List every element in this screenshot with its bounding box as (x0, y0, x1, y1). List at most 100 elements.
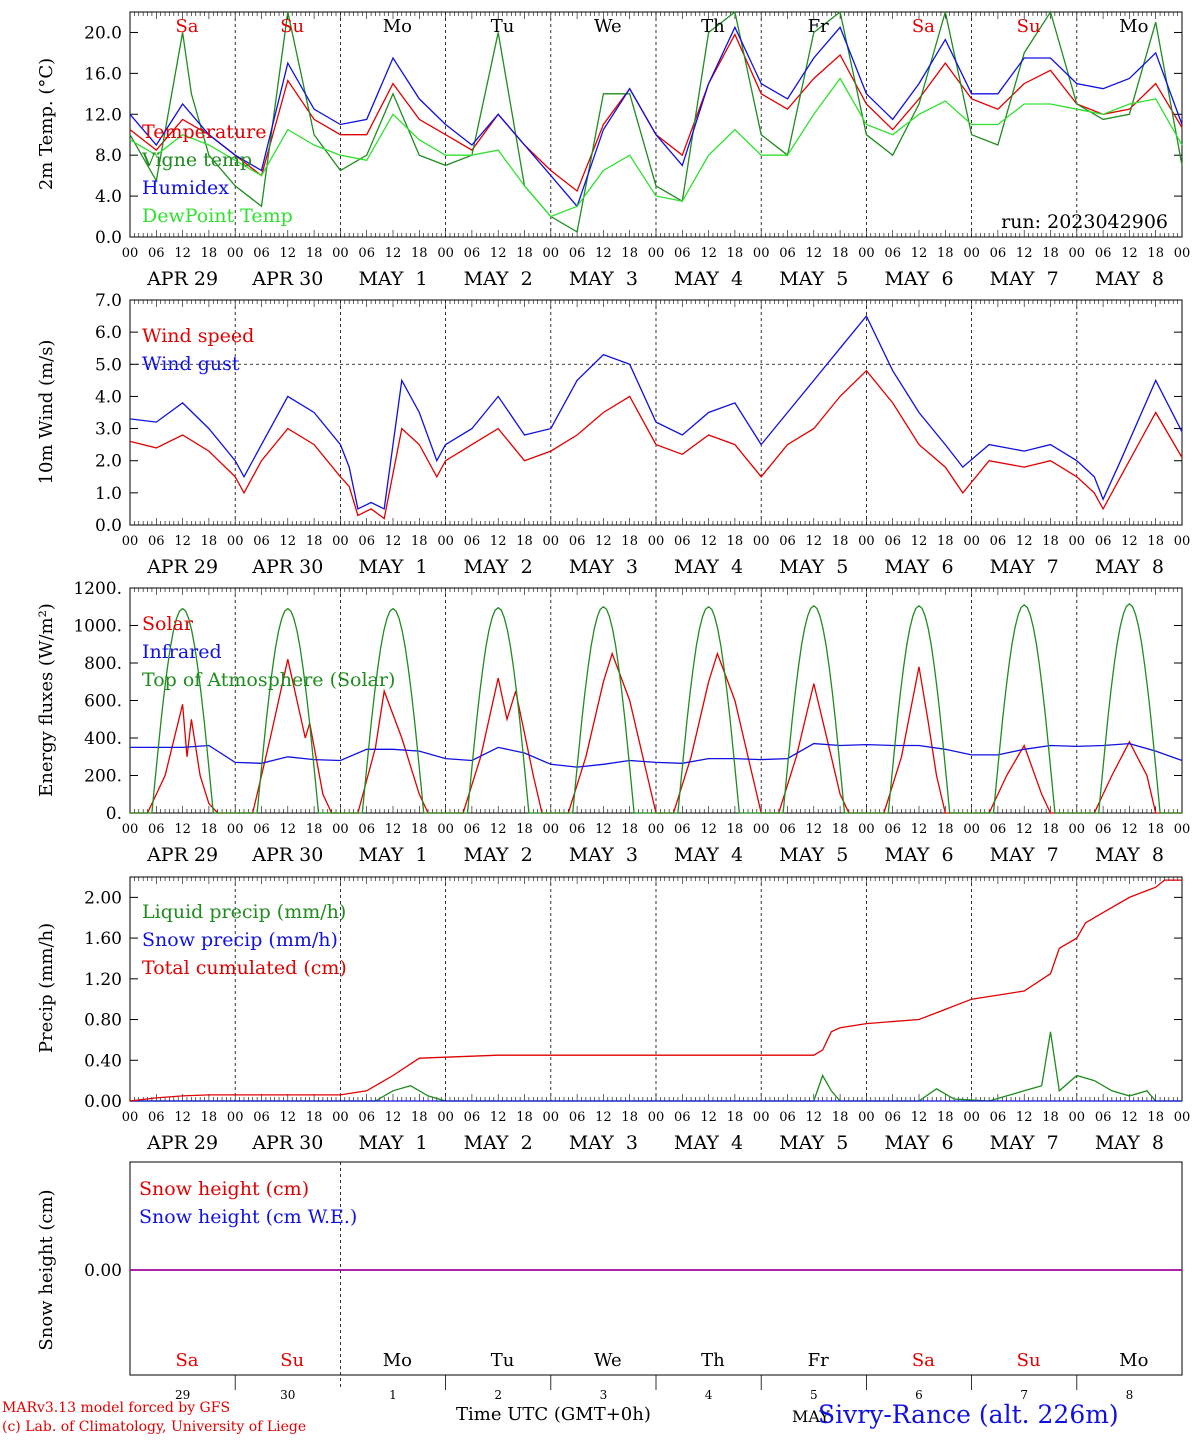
hour-tick-label: 18 (201, 822, 218, 837)
y-tick-label: 3.0 (95, 420, 122, 440)
hour-tick-label: 06 (253, 246, 270, 261)
hour-tick-label: 12 (280, 246, 297, 261)
hour-tick-label: 06 (1095, 822, 1112, 837)
weekday-label: Su (280, 16, 304, 37)
hour-tick-label: 12 (490, 822, 507, 837)
hour-tick-label: 06 (674, 1110, 691, 1125)
hour-tick-label: 18 (621, 246, 638, 261)
hour-tick-label: 06 (148, 822, 165, 837)
hour-tick-label: 00 (543, 534, 560, 549)
hour-tick-label: 06 (779, 822, 796, 837)
hour-tick-label: 06 (884, 1110, 901, 1125)
hour-tick-label: 00 (963, 246, 980, 261)
hour-tick-label: 00 (227, 534, 244, 549)
hour-tick-label: 12 (595, 822, 612, 837)
series-line-total-cumulated-cm- (129, 879, 1182, 1102)
y-axis: 0.0 4.0 8.0 12.0 16.0 20.0 (84, 23, 1182, 248)
hour-tick-label: 06 (253, 534, 270, 549)
date-label: MAY 3 (569, 1132, 638, 1154)
weekday-label: Fr (808, 1350, 829, 1371)
date-label: MAY 4 (674, 556, 743, 578)
y-tick-label: 4.0 (95, 187, 122, 207)
series-line-dewpoint-temp (129, 77, 1183, 218)
date-label: APR 30 (251, 268, 323, 290)
hour-tick-label: 12 (1016, 822, 1033, 837)
hour-tick-label: 12 (385, 534, 402, 549)
weekday-label: Sa (912, 1350, 935, 1371)
hour-tick-label: 12 (174, 246, 191, 261)
hour-tick-label: 06 (464, 1110, 481, 1125)
day-number: 4 (705, 1388, 713, 1402)
y-axis: 0.0 1.0 2.0 3.0 4.0 5.0 6.0 7.0 (95, 291, 1182, 536)
hour-tick-label: 12 (911, 246, 928, 261)
hour-tick-label: 12 (174, 1110, 191, 1125)
weekday-label: We (594, 1350, 622, 1371)
hour-tick-label: 18 (1042, 534, 1059, 549)
hour-tick-label: 12 (1121, 1110, 1138, 1125)
hour-tick-label: 18 (411, 534, 428, 549)
hour-tick-label: 18 (727, 534, 744, 549)
hour-tick-label: 12 (806, 822, 823, 837)
weekday-label: We (594, 16, 622, 37)
hour-tick-label: 06 (148, 246, 165, 261)
date-label: APR 29 (146, 1132, 218, 1154)
hour-tick-label: 06 (569, 534, 586, 549)
panel-1: 0.0 4.0 8.0 12.0 16.0 20.0 2m Temp. (°C) Temper… (36, 10, 1191, 290)
legend-entry: Vigne temp (141, 149, 252, 171)
hour-tick-label: 00 (753, 1110, 770, 1125)
hour-tick-label: 18 (621, 534, 638, 549)
date-label: MAY 7 (990, 1132, 1059, 1154)
hour-tick-label: 18 (937, 534, 954, 549)
day-number: 3 (600, 1388, 608, 1402)
y-tick-label: 20.0 (84, 23, 122, 43)
hour-tick-label: 12 (700, 534, 717, 549)
hour-tick-label: 00 (648, 246, 665, 261)
hour-tick-label: 06 (1095, 246, 1112, 261)
date-labels: APR 29 APR 30 MAY 1 MAY 2 MAY 3 MAY 4 MAY 5 MAY… (146, 1132, 1164, 1154)
hour-tick-label: 12 (280, 534, 297, 549)
date-label: APR 29 (146, 556, 218, 578)
hour-tick-label: 12 (595, 1110, 612, 1125)
hour-tick-label: 18 (727, 1110, 744, 1125)
credit-line-1: MARv3.13 model forced by GFS (2, 1400, 231, 1416)
hour-tick-label: 06 (253, 822, 270, 837)
date-label: APR 30 (251, 844, 323, 866)
date-label: MAY 7 (990, 556, 1059, 578)
hour-labels: 00 06 12 18 00 06 12 18 00 06 12 18 00 06 12 18 00 06 12 18… (122, 246, 1191, 261)
hour-tick-label: 18 (621, 822, 638, 837)
hour-tick-label: 00 (858, 534, 875, 549)
y-tick-label: 5.0 (95, 355, 122, 375)
hour-tick-label: 18 (1042, 822, 1059, 837)
hour-tick-label: 00 (858, 822, 875, 837)
y-tick-label: 600. (84, 692, 122, 712)
hour-tick-label: 00 (227, 822, 244, 837)
hour-tick-label: 12 (1121, 534, 1138, 549)
hour-tick-label: 06 (358, 1110, 375, 1125)
hour-tick-label: 00 (437, 246, 454, 261)
hour-tick-label: 12 (385, 246, 402, 261)
hour-tick-label: 18 (201, 1110, 218, 1125)
hour-tick-label: 12 (700, 822, 717, 837)
weekday-label: Mo (1119, 1350, 1148, 1371)
hour-tick-label: 18 (1147, 534, 1164, 549)
hour-tick-label: 12 (806, 1110, 823, 1125)
hour-tick-label: 00 (1174, 534, 1191, 549)
y-tick-label: 200. (84, 767, 122, 787)
y-tick-label: 0.80 (84, 1011, 122, 1031)
hour-tick-label: 00 (122, 822, 139, 837)
hour-tick-label: 00 (753, 534, 770, 549)
hour-tick-label: 12 (490, 534, 507, 549)
hour-tick-label: 12 (1121, 246, 1138, 261)
hour-tick-label: 18 (621, 1110, 638, 1125)
series-group (129, 10, 1183, 233)
hour-tick-label: 06 (358, 534, 375, 549)
hour-tick-label: 00 (332, 534, 349, 549)
day-number: 7 (1020, 1388, 1028, 1402)
legend-entry: Liquid precip (mm/h) (142, 901, 346, 923)
hour-tick-label: 12 (1016, 1110, 1033, 1125)
hour-tick-label: 06 (358, 246, 375, 261)
date-label: MAY 2 (464, 1132, 533, 1154)
hour-tick-label: 18 (727, 246, 744, 261)
hour-tick-label: 06 (779, 1110, 796, 1125)
hour-tick-label: 00 (332, 246, 349, 261)
